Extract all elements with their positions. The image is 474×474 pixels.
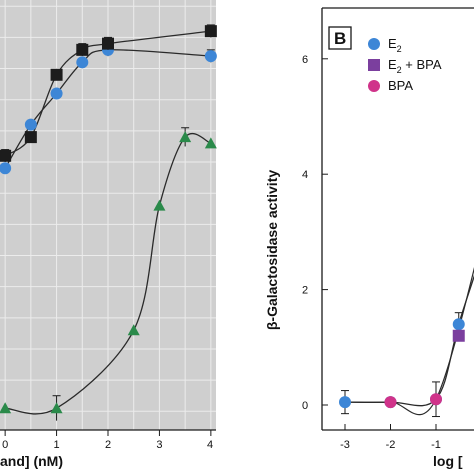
panel-a-series-0-point [204,50,217,63]
panel-b-y-tick-label: 0 [302,400,308,412]
panel-a-marks [0,24,217,421]
panel-b-letter: B [334,29,346,48]
panel-b-x-tick-label: -3 [340,439,350,451]
panel-a-series-1-point [102,37,114,50]
panel-a-series-0-point [76,56,89,69]
panel-a-series-1-point [204,25,217,38]
panel-b-series-0-point [452,318,465,331]
legend-marker [368,38,380,50]
panel-b-series-2-point [430,393,442,406]
panel-a-series-2-point [50,402,63,414]
panel-a-series-2-point [179,131,192,143]
panel-b-y-tick-label: 4 [302,169,308,181]
legend-marker [368,59,380,71]
legend-label-main: E [388,57,397,72]
panel-b-marks [339,312,465,418]
panel-a-series-2-point [0,402,12,414]
panel-b-plot-area [322,8,474,430]
panel-a-series-0-point [24,118,37,131]
panel-a-x-axis-title: and] (nM) [0,453,63,469]
legend-label-rest: + BPA [402,57,442,72]
panel-a-x-tick-label: 0 [2,439,8,451]
panel-b-series-1-point [452,329,465,342]
panel-b-x-axis-title: log [ [433,453,463,469]
panel-b-series-0-point [339,396,351,409]
panel-a-series-0-point [50,87,63,100]
panel-b-series-2-point [384,396,397,409]
legend-label: E2 + BPA [388,57,442,75]
legend-marker [368,80,380,92]
panel-a-series-1-point [0,149,12,162]
panel-a-x-tick-label: 2 [105,439,111,451]
panel-a-x-tick-label: 4 [207,439,213,451]
panel-a-series-1-point [24,131,37,144]
panel-a-series-1-point [50,68,63,81]
panel-b-x-tick-label: -2 [386,439,396,451]
panel-a-x-tick-label: 3 [156,439,162,451]
legend-label-subscript: 2 [397,65,402,75]
panel-b-y-tick-label: 2 [302,285,308,297]
legend-label: E2 [388,36,402,54]
panel-b-bpa-curve [344,267,474,416]
panel-b-x-tick-label: -1 [431,439,441,451]
panel-a-x-tick-label: 1 [54,439,60,451]
legend-label-subscript: 2 [397,44,402,54]
panel-b-letter-box [328,26,352,50]
panel-a-series-0-point [0,162,12,175]
legend-label-main: E [388,36,397,51]
panel-b-y-axis-title: β-Galactosidase activity [264,170,280,330]
panel-a-series-1-point [76,43,89,56]
panel-a-series-2-point [153,199,166,211]
panel-a-series-2-point [127,324,140,336]
panel-b-y-tick-label: 6 [302,54,308,66]
panel-a: 0 1 2 3 4 and] (nM) [0,0,217,469]
legend-label: BPA [388,78,413,93]
panel-a-x-ticks: 0 1 2 3 4 [2,430,213,451]
panel-a-series-2-point [204,137,217,149]
legend-label-main: BPA [388,78,413,93]
